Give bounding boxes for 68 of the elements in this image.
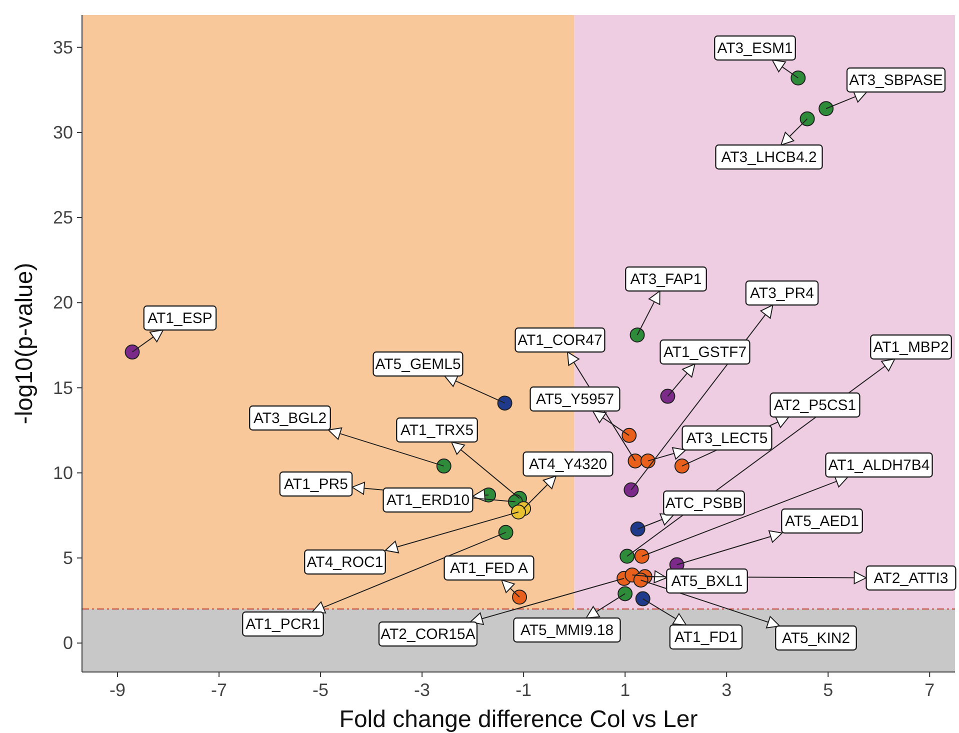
y-tick-label: 5 xyxy=(62,548,73,568)
x-tick-label: -3 xyxy=(414,680,430,700)
point xyxy=(622,428,637,443)
annotation: AT1_ESP xyxy=(148,310,212,327)
point xyxy=(511,504,526,520)
annotation: AT3_PR4 xyxy=(750,285,814,302)
point xyxy=(790,70,806,86)
annotation: AT1_PCR1 xyxy=(246,616,320,633)
annotation: AT2_P5CS1 xyxy=(774,397,856,414)
y-axis-title: -log10(p-value) xyxy=(11,262,38,424)
point xyxy=(124,344,140,360)
x-tick-label: 3 xyxy=(722,680,732,700)
y-tick-label: 10 xyxy=(52,462,73,483)
annotation: AT1_FD1 xyxy=(674,629,738,646)
annotation: AT1_GSTF7 xyxy=(663,344,747,361)
annotation: AT5_GEML5 xyxy=(375,356,461,373)
x-axis-title: Fold change difference Col vs Ler xyxy=(339,706,698,733)
y-tick-label: 35 xyxy=(52,37,73,58)
annotation: ATC_PSBB xyxy=(665,495,743,512)
y-tick-label: 30 xyxy=(52,122,73,142)
annotation: AT3_SBPASE xyxy=(849,72,943,89)
point xyxy=(800,111,815,126)
annotation: AT1_ERD10 xyxy=(386,492,470,509)
point xyxy=(818,101,834,116)
annotation: AT1_ALDH7B4 xyxy=(828,457,930,474)
y-tick-label: 0 xyxy=(62,633,73,654)
point xyxy=(498,524,514,540)
annotation: AT1_TRX5 xyxy=(400,422,474,439)
annotation: AT2_COR15A xyxy=(380,626,476,643)
annotation: AT3_FAP1 xyxy=(630,271,702,288)
annotation: AT5_KIN2 xyxy=(782,630,850,647)
x-tick-label: -7 xyxy=(211,680,228,700)
point xyxy=(624,482,639,498)
point xyxy=(512,590,528,605)
point xyxy=(620,548,635,564)
annotation: AT5_MMI9.18 xyxy=(520,622,614,639)
point xyxy=(436,458,452,474)
annotation: AT3_BGL2 xyxy=(253,410,327,427)
x-tick-label: 1 xyxy=(620,680,630,700)
point xyxy=(618,586,633,602)
x-tick-label: -9 xyxy=(110,680,126,700)
annotation: AT5_BXL1 xyxy=(671,573,743,590)
annotation: AT4_Y4320 xyxy=(528,456,608,473)
x-tick-label: 5 xyxy=(823,680,834,700)
point xyxy=(634,548,650,564)
x-tick-label: -5 xyxy=(312,680,329,700)
annotation: AT4_ROC1 xyxy=(306,554,384,571)
point xyxy=(674,458,690,474)
annotation: AT3_ESM1 xyxy=(717,40,793,57)
x-tick-label: -1 xyxy=(516,680,532,700)
y-tick-label: 20 xyxy=(52,292,73,313)
annotation: AT3_LECT5 xyxy=(686,430,768,447)
x-tick-label: 7 xyxy=(924,680,935,700)
y-tick-label: 15 xyxy=(52,378,73,398)
annotation: AT1_FED A xyxy=(450,560,528,577)
y-tick-label: 25 xyxy=(52,208,73,228)
point xyxy=(497,396,512,411)
annotation: AT3_LHCB4.2 xyxy=(721,149,817,166)
point xyxy=(660,388,676,404)
annotation: AT1_MBP2 xyxy=(873,339,949,356)
point xyxy=(635,591,650,606)
annotation: AT2_ATTI3 xyxy=(874,570,948,587)
point xyxy=(630,327,645,342)
point xyxy=(630,522,646,537)
annotation: AT1_COR47 xyxy=(518,332,602,349)
annotation: AT1_PR5 xyxy=(284,476,348,493)
annotation: AT5_Y5957 xyxy=(536,391,614,408)
annotation: AT5_AED1 xyxy=(785,513,859,530)
